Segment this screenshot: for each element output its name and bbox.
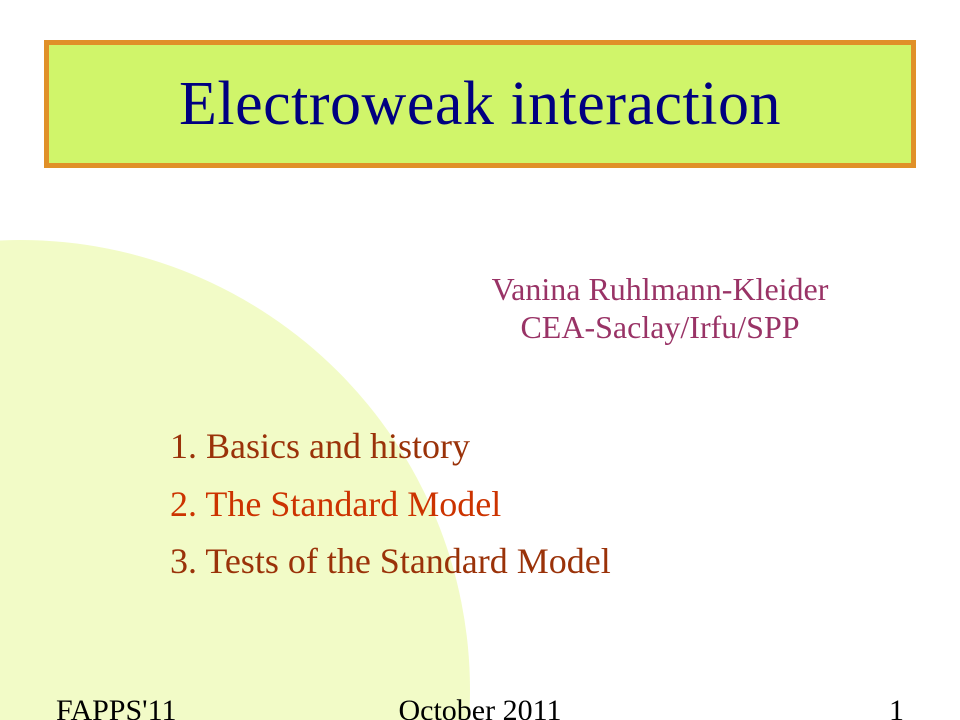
footer-center: October 2011 (0, 694, 960, 720)
title-box: Electroweak interaction (44, 40, 916, 168)
topic-3: 3. Tests of the Standard Model (170, 533, 611, 591)
footer-page-number: 1 (889, 694, 904, 720)
author-affiliation: CEA-Saclay/Irfu/SPP (410, 308, 910, 346)
author-name: Vanina Ruhlmann-Kleider (410, 270, 910, 308)
slide-title: Electroweak interaction (179, 69, 781, 140)
topics-list: 1. Basics and history 2. The Standard Mo… (170, 418, 611, 591)
topic-2: 2. The Standard Model (170, 476, 611, 534)
topic-1: 1. Basics and history (170, 418, 611, 476)
author-block: Vanina Ruhlmann-Kleider CEA-Saclay/Irfu/… (410, 270, 910, 347)
